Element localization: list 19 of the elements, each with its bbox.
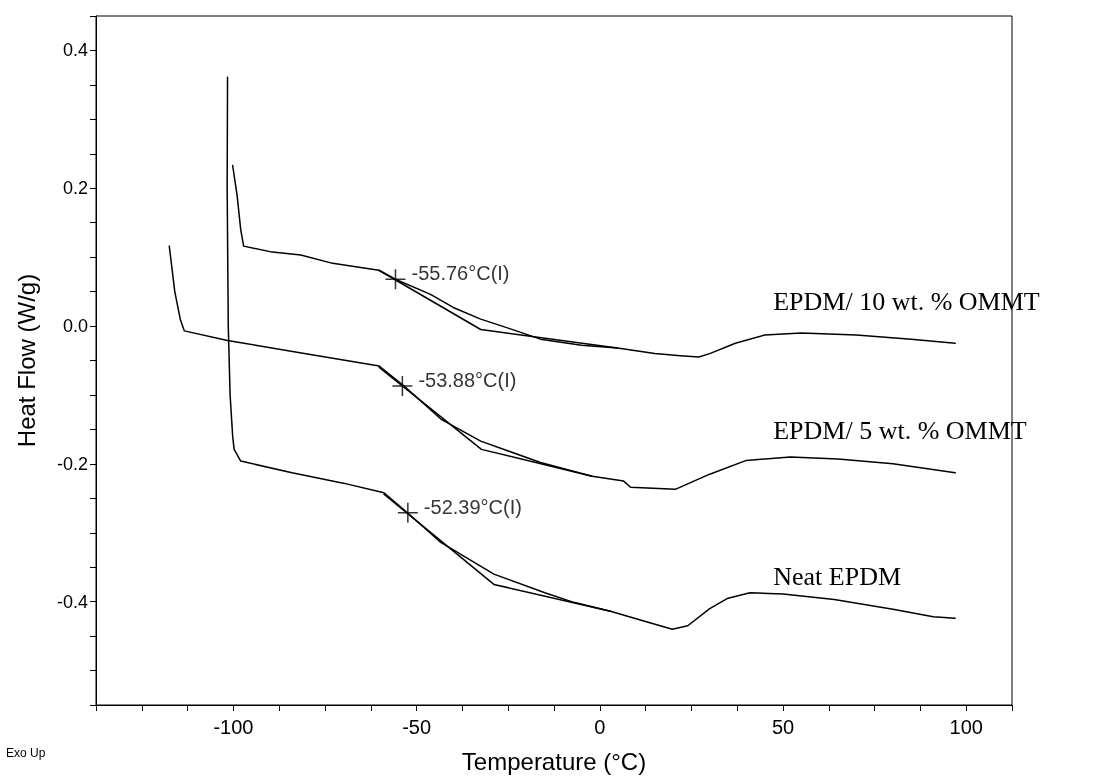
- text: Exo Up: [6, 746, 46, 760]
- series-label: EPDM/ 10 wt. % OMMT: [773, 286, 1040, 316]
- y-tick-label: -0.4: [56, 591, 88, 612]
- annotation: -52.39°C(I): [423, 495, 522, 518]
- x-tick-label: 100: [949, 716, 983, 738]
- series-label: EPDM/ 5 wt. % OMMT: [773, 416, 1027, 446]
- y-tick-label: 0.4: [62, 40, 88, 61]
- x-tick-label: -100: [213, 716, 254, 738]
- x-tick-label: 0: [594, 716, 606, 738]
- y-tick-label: 0.0: [62, 316, 88, 337]
- x-axis-title: Temperature (°C): [461, 747, 647, 775]
- x-tick-label: 50: [771, 716, 795, 738]
- annotation: -53.88°C(I): [418, 368, 517, 391]
- y-tick-label: -0.2: [56, 453, 88, 474]
- y-tick-label: 0.2: [62, 178, 88, 199]
- x-tick-label: -50: [402, 716, 432, 738]
- annotation: -55.76°C(I): [411, 262, 510, 285]
- series-label: Neat EPDM: [773, 561, 902, 591]
- y-axis-title: Heat Flow (W/g): [12, 273, 40, 448]
